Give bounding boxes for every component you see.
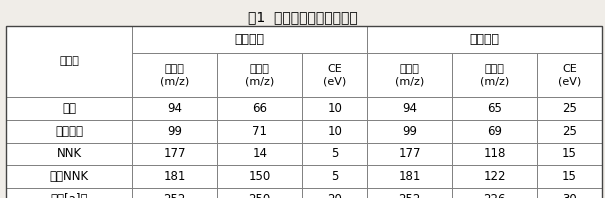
Text: 181: 181 [163, 170, 186, 183]
Text: 71: 71 [252, 125, 267, 138]
Text: 苯酚: 苯酚 [62, 102, 76, 115]
Text: 25: 25 [562, 102, 577, 115]
Bar [367, 165, 452, 188]
Bar [6, 165, 132, 188]
Bar [132, 26, 367, 53]
Bar [302, 188, 367, 198]
Bar [302, 165, 367, 188]
Text: 10: 10 [327, 125, 342, 138]
Bar [452, 165, 537, 188]
Text: 15: 15 [562, 148, 577, 160]
Bar [217, 165, 302, 188]
Bar [367, 143, 452, 165]
Text: 66: 66 [252, 102, 267, 115]
Bar [367, 97, 452, 120]
Text: 65: 65 [487, 102, 502, 115]
Text: 化合物: 化合物 [59, 56, 79, 66]
Bar [132, 143, 217, 165]
Text: 30: 30 [562, 193, 577, 198]
Bar [452, 53, 537, 97]
Text: 118: 118 [483, 148, 506, 160]
Bar [6, 26, 132, 97]
Text: 子离子
(m/z): 子离子 (m/z) [245, 64, 274, 86]
Text: 181: 181 [398, 170, 420, 183]
Bar [452, 143, 537, 165]
Text: NNK: NNK [56, 148, 82, 160]
Text: 122: 122 [483, 170, 506, 183]
Bar [217, 120, 302, 143]
Text: CE
(eV): CE (eV) [323, 64, 346, 86]
Bar [217, 143, 302, 165]
Bar [537, 165, 602, 188]
Bar [452, 97, 537, 120]
Bar [132, 53, 217, 97]
Bar [452, 188, 537, 198]
Bar [132, 188, 217, 198]
Text: 20: 20 [327, 193, 342, 198]
Bar [132, 120, 217, 143]
Bar [302, 143, 367, 165]
Bar [367, 53, 452, 97]
Text: 69: 69 [487, 125, 502, 138]
Text: 定性离子: 定性离子 [469, 33, 500, 46]
Bar [452, 120, 537, 143]
Text: 氘代苯酚: 氘代苯酚 [55, 125, 83, 138]
Bar [132, 97, 217, 120]
Bar [6, 97, 132, 120]
Bar [217, 53, 302, 97]
Bar [302, 97, 367, 120]
Bar [6, 188, 132, 198]
Text: 表1  化合物的质谱分析参数: 表1 化合物的质谱分析参数 [247, 10, 358, 24]
Text: 5: 5 [331, 148, 338, 160]
Text: 氘代NNK: 氘代NNK [50, 170, 89, 183]
Text: 252: 252 [163, 193, 186, 198]
Text: 177: 177 [398, 148, 421, 160]
Bar [132, 165, 217, 188]
Text: CE
(eV): CE (eV) [558, 64, 581, 86]
Text: 94: 94 [402, 102, 417, 115]
Bar [217, 97, 302, 120]
Text: 14: 14 [252, 148, 267, 160]
Text: 252: 252 [398, 193, 420, 198]
Bar [537, 120, 602, 143]
Bar [537, 97, 602, 120]
Text: 5: 5 [331, 170, 338, 183]
Text: 25: 25 [562, 125, 577, 138]
Bar [537, 143, 602, 165]
Text: 177: 177 [163, 148, 186, 160]
Text: 10: 10 [327, 102, 342, 115]
Text: 15: 15 [562, 170, 577, 183]
Text: 母离子
(m/z): 母离子 (m/z) [395, 64, 424, 86]
Bar [367, 188, 452, 198]
Text: 226: 226 [483, 193, 506, 198]
Bar [302, 120, 367, 143]
Text: 定量离子: 定量离子 [235, 33, 264, 46]
Bar [217, 188, 302, 198]
Bar [302, 53, 367, 97]
Text: 150: 150 [249, 170, 271, 183]
Text: 苯并[a]芘: 苯并[a]芘 [50, 193, 88, 198]
Bar [367, 120, 452, 143]
Bar [537, 188, 602, 198]
Bar [6, 120, 132, 143]
Text: 99: 99 [402, 125, 417, 138]
Bar [6, 143, 132, 165]
Text: 250: 250 [249, 193, 271, 198]
Bar [537, 53, 602, 97]
Text: 母离子
(m/z): 母离子 (m/z) [160, 64, 189, 86]
Text: 子离子
(m/z): 子离子 (m/z) [480, 64, 509, 86]
Text: 99: 99 [167, 125, 182, 138]
Bar [367, 26, 602, 53]
Text: 94: 94 [167, 102, 182, 115]
